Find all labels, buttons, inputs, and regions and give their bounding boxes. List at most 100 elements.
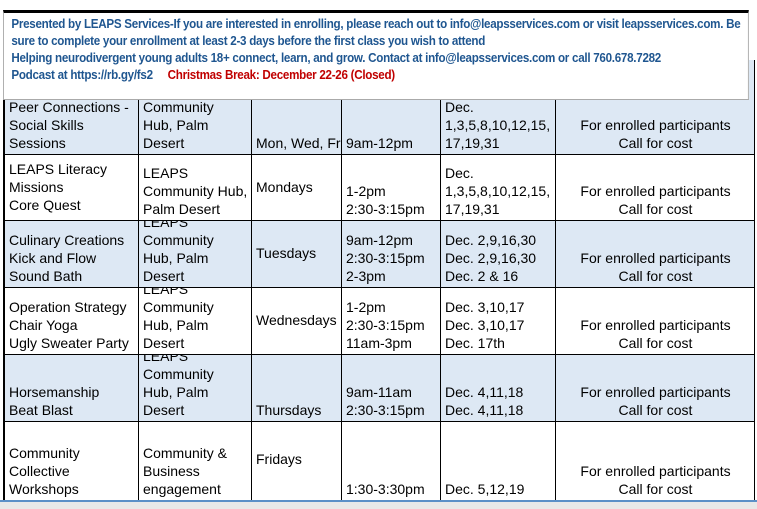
dates-line: Dec. [445,165,474,181]
location-line: Hub, Palm [143,250,209,266]
location-line: LEAPS [143,165,189,181]
times-line: 1:30-3:30pm [346,481,425,497]
table-cell-dates[interactable]: Dec. 5,12,19 [440,421,556,501]
cost-line: Call for cost [618,402,693,418]
table-cell-cost[interactable]: For enrolled participants Call for cost [555,287,755,355]
location-line: Community [143,232,214,248]
header-line-2: sure to complete your enrollment at leas… [11,34,486,48]
times-line: 1-2pm [346,183,386,199]
name-line: Ugly Sweater Party [9,335,129,351]
cost-line: For enrolled participants [580,183,731,199]
table-cell-dates[interactable]: Dec. 2,9,16,30 Dec. 2,9,16,30 Dec. 2 & 16 [440,220,556,288]
dates-line: Dec. 2,9,16,30 [445,232,537,248]
table-cell-times[interactable]: 1-2pm 2:30-3:15pm [341,154,441,221]
cost-line: Call for cost [618,268,693,284]
dates-line: Dec. 4,11,18 [445,384,524,400]
sheet-bottom-edge [0,500,757,509]
times-line: 2:30-3:15pm [346,402,425,418]
dates-line: 1,3,5,8,10,12,15, [445,117,551,133]
times-line: 2-3pm [346,268,386,284]
table-cell-location[interactable]: LEAPS Community Hub, Palm Desert [138,154,252,221]
name-line: LEAPS Literacy [9,160,108,177]
name-line: Workshops [9,481,79,497]
dates-line: 17,19,31 [445,135,500,151]
name-line: Culinary Creations [9,232,125,248]
days-line: Wednesdays [256,312,337,328]
table-cell-location[interactable]: Community & Business engagement [138,421,252,501]
name-line: Peer Connections - [9,99,129,115]
cost-line: Call for cost [618,135,693,151]
location-line: Palm Desert [143,201,221,217]
info-header-box: Presented by LEAPS Services-If you are i… [3,10,749,100]
name-line: Chair Yoga [9,317,78,333]
times-line: 2:30-3:15pm [346,250,425,266]
times-line: 11am-3pm [346,335,412,351]
times-line: 1-2pm [346,299,386,315]
location-line: Hub, Palm [143,317,209,333]
location-line: Community Hub, [143,183,248,199]
name-line: Sound Bath [9,268,83,284]
days-line: Tuesdays [256,245,317,261]
header-line-3: Helping neurodivergent young adults 18+ … [11,51,662,65]
location-line: Community & [143,445,228,461]
name-line: Missions [9,178,64,195]
table-cell-days[interactable]: Fridays [251,421,342,501]
table-cell-days[interactable]: Mondays [251,154,342,221]
dates-line: Dec. 5,12,19 [445,481,525,497]
table-cell-name[interactable]: Community Collective Workshops [3,421,139,501]
name-line: Social Skills [9,117,84,133]
location-line: Desert [143,402,185,418]
table-cell-days[interactable]: Tuesdays [251,220,342,288]
table-cell-dates[interactable]: Dec. 1,3,5,8,10,12,15, 17,19,31 [440,154,556,221]
days-line: Fridays [256,451,302,467]
table-cell-cost[interactable]: For enrolled participants Call for cost [555,220,755,288]
table-cell-times[interactable]: 9am-11am 2:30-3:15pm [341,354,441,422]
location-line: Desert [143,268,185,284]
location-line: LEAPS [143,287,189,297]
table-cell-dates[interactable]: Dec. 3,10,17 Dec. 3,10,17 Dec. 17th [440,287,556,355]
table-cell-name[interactable]: Horsemanship Beat Blast [3,354,139,422]
table-cell-location[interactable]: LEAPS Community Hub, Palm Desert [138,287,252,355]
location-line: Desert [143,135,185,151]
table-cell-days[interactable]: Thursdays [251,354,342,422]
table-cell-times[interactable]: 1:30-3:30pm [341,421,441,501]
table-cell-name[interactable]: Operation Strategy Chair Yoga Ugly Sweater… [3,287,139,355]
name-line: Kick and Flow [9,250,97,266]
cost-line: Call for cost [618,481,693,497]
table-cell-name[interactable]: LEAPS Literacy Missions Core Quest [3,154,139,221]
name-line: Horsemanship [9,384,100,400]
dates-line: Dec. 4,11,18 [445,402,524,418]
table-cell-times[interactable]: 9am-12pm 2:30-3:15pm 2-3pm [341,220,441,288]
location-line: Community [143,99,214,115]
table-cell-dates[interactable]: Dec. 4,11,18 Dec. 4,11,18 [440,354,556,422]
podcast-link[interactable]: Podcast at https://rb.gy/fs2 [11,68,153,82]
table-cell-name[interactable]: Culinary Creations Kick and Flow Sound Bat… [3,220,139,288]
name-line: Beat Blast [9,402,73,418]
location-line: Hub, Palm [143,117,209,133]
times-line: 2:30-3:15pm [346,201,425,217]
table-cell-cost[interactable]: For enrolled participants Call for cost [555,354,755,422]
dates-line: Dec. 3,10,17 [445,317,525,333]
name-line: Community [9,445,80,461]
table-cell-location[interactable]: LEAPS Community Hub, Palm Desert [138,354,252,422]
dates-line: 1,3,5,8,10,12,15, [445,183,551,199]
cost-line: For enrolled participants [580,463,731,479]
location-line: LEAPS [143,220,189,230]
location-line: engagement [143,481,221,497]
name-line: Sessions [9,135,66,151]
cost-line: For enrolled participants [580,317,731,333]
table-cell-location[interactable]: LEAPS Community Hub, Palm Desert [138,220,252,288]
location-line: Business [143,463,200,479]
cost-line: Call for cost [618,335,693,351]
dates-line: Dec. [445,99,474,115]
dates-line: Dec. 17th [445,335,505,351]
table-cell-days[interactable]: Wednesdays [251,287,342,355]
location-line: Community [143,299,214,315]
table-cell-times[interactable]: 1-2pm 2:30-3:15pm 11am-3pm [341,287,441,355]
christmas-break-notice: Christmas Break: December 22-26 (Closed) [167,68,396,82]
cost-line: For enrolled participants [580,250,731,266]
table-cell-cost[interactable]: For enrolled participants Call for cost [555,421,755,501]
cost-line: For enrolled participants [580,117,731,133]
table-cell-cost[interactable]: For enrolled participants Call for cost [555,154,755,221]
name-line: Collective [9,463,70,479]
